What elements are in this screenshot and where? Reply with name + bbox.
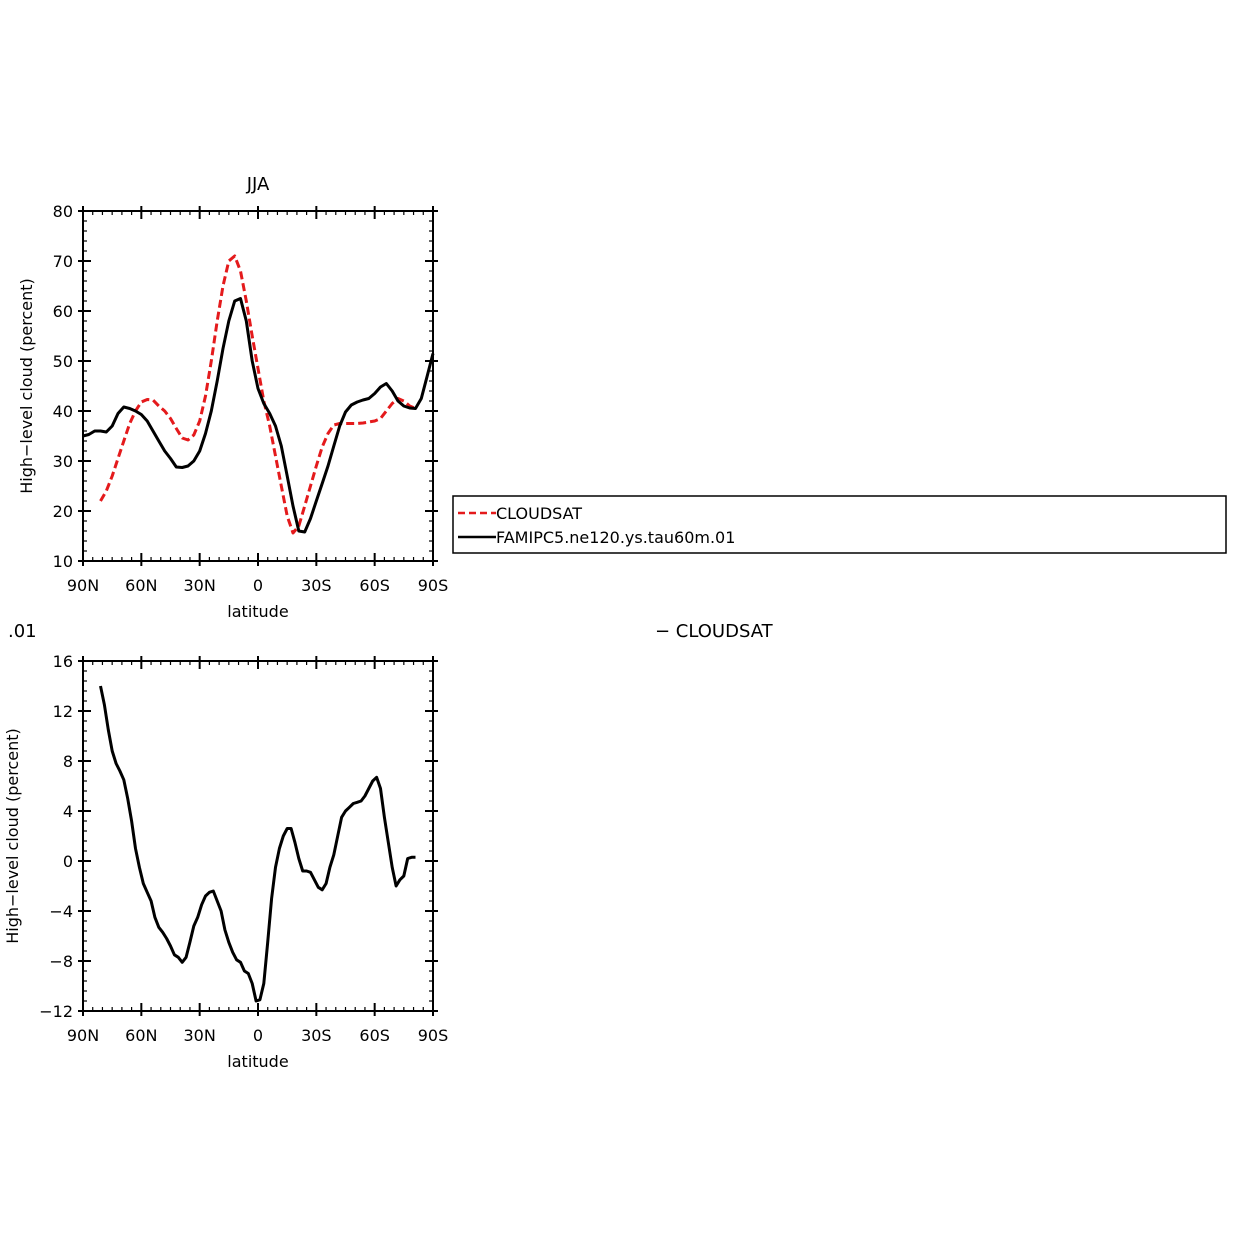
chart-panel-jja: JJA 90N 60N 30N 0 30S 60S 90S1020304050607080 … [17,174,448,621]
x-tick-label: 90S [418,1026,449,1045]
x-tick-label: 30N [184,1026,216,1045]
legend: CLOUDSAT FAMIPC5.ne120.ys.tau60m.01 [452,495,1227,554]
y-tick-label: 40 [53,402,73,421]
y-tick-label: 20 [53,502,73,521]
chart-title: JJA [246,174,270,195]
y-tick-label: 80 [53,202,73,221]
x-tick-label: 60N [125,1026,157,1045]
series-line-famipc5-ne120-ys-tau60m-01 [82,297,435,534]
y-tick-label: 60 [53,302,73,321]
y-tick-label: 12 [53,702,73,721]
x-axis-label: latitude [227,1052,288,1071]
y-axis-label: High−level cloud (percent) [17,278,36,494]
panel-left-title: .01 [8,621,37,642]
x-tick-label: 90N [67,576,99,595]
y-tick-label: 70 [53,252,73,271]
y-tick-label: 30 [53,452,73,471]
legend-box [452,495,1227,554]
y-tick-label: −12 [39,1002,73,1021]
series-group [82,254,435,535]
x-axis-label: latitude [227,602,288,621]
x-tick-label: 90S [418,576,449,595]
y-axis-label: High−level cloud (percent) [3,728,22,944]
legend-label-model: FAMIPC5.ne120.ys.tau60m.01 [496,528,735,547]
x-tick-label: 30N [184,576,216,595]
x-tick-label: 0 [253,576,263,595]
y-tick-label: 8 [63,752,73,771]
y-tick-label: −8 [49,952,73,971]
legend-label-cloudsat: CLOUDSAT [496,504,582,523]
x-tick-label: 60N [125,576,157,595]
y-tick-label: 10 [53,552,73,571]
x-tick-label: 60S [359,576,390,595]
x-tick-label: 90N [67,1026,99,1045]
chart-panel-difference: .01 − CLOUDSAT 90N 60N 30N 0 30S 60S 90S −12 −8 −… [3,621,774,1071]
axis-ticks: 90N 60N 30N 0 30S 60S 90S −12 −8 −4 0 4 8 12 16 [39,652,448,1045]
y-tick-label: 16 [53,652,73,671]
plot-frame [82,660,434,1012]
series-line-difference [99,685,416,1003]
y-tick-label: 4 [63,802,73,821]
x-tick-label: 60S [359,1026,390,1045]
series-line-cloudsat [99,254,417,535]
x-tick-label: 0 [253,1026,263,1045]
x-tick-label: 30S [301,576,332,595]
axis-ticks: 90N 60N 30N 0 30S 60S 90S 10 20 30 40 50 60 70 80 [53,202,449,595]
y-tick-label: 50 [53,352,73,371]
y-tick-label: 0 [63,852,73,871]
y-tick-label: −4 [49,902,73,921]
panel-right-title: − CLOUDSAT [655,621,774,642]
x-tick-label: 30S [301,1026,332,1045]
series-group [99,685,416,1003]
